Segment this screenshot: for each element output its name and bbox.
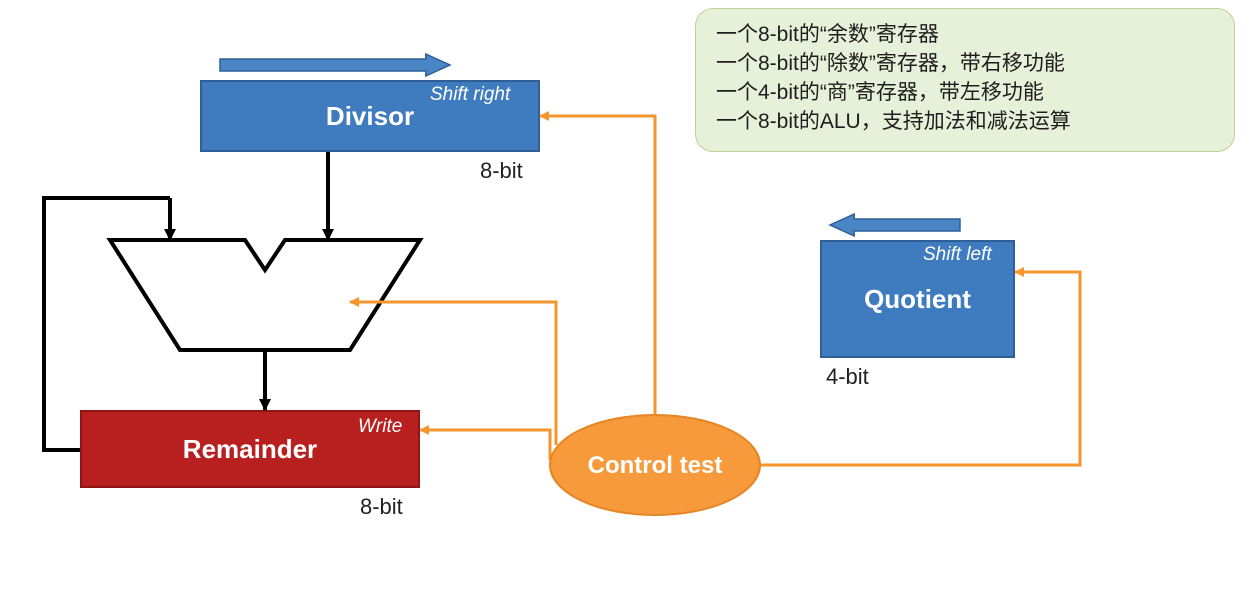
info-line-1: 一个8-bit的“余数”寄存器	[716, 21, 1214, 50]
control-to-divisor	[540, 116, 655, 415]
info-line-3: 一个4-bit的“商”寄存器，带左移功能	[716, 79, 1214, 108]
quotient-bits-label: 4-bit	[826, 364, 869, 390]
info-line-2: 一个8-bit的“除数”寄存器，带右移功能	[716, 50, 1214, 79]
control-test-node	[550, 415, 760, 515]
divisor-shift-label: Shift right	[430, 84, 510, 106]
remainder-bits-label: 8-bit	[360, 494, 403, 520]
info-panel: 一个8-bit的“余数”寄存器 一个8-bit的“除数”寄存器，带右移功能 一个…	[695, 8, 1235, 152]
quotient-shift-label: Shift left	[923, 244, 992, 266]
remainder-label: Remainder	[183, 434, 317, 465]
shift-left-arrow-icon	[830, 214, 960, 236]
info-line-4: 一个8-bit的ALU，支持加法和减法运算	[716, 108, 1214, 137]
shift-right-arrow-icon	[220, 54, 450, 76]
diagram-stage: { "canvas": { "width": 1251, "height": 6…	[0, 0, 1251, 605]
control-to-remainder	[420, 430, 550, 460]
remainder-write-label: Write	[358, 416, 402, 438]
divisor-bits-label: 8-bit	[480, 158, 523, 184]
alu-label: 8-bit ALU	[180, 292, 286, 320]
quotient-label: Quotient	[864, 284, 971, 315]
control-test-label: Control test	[588, 452, 723, 479]
divisor-label: Divisor	[326, 101, 414, 132]
